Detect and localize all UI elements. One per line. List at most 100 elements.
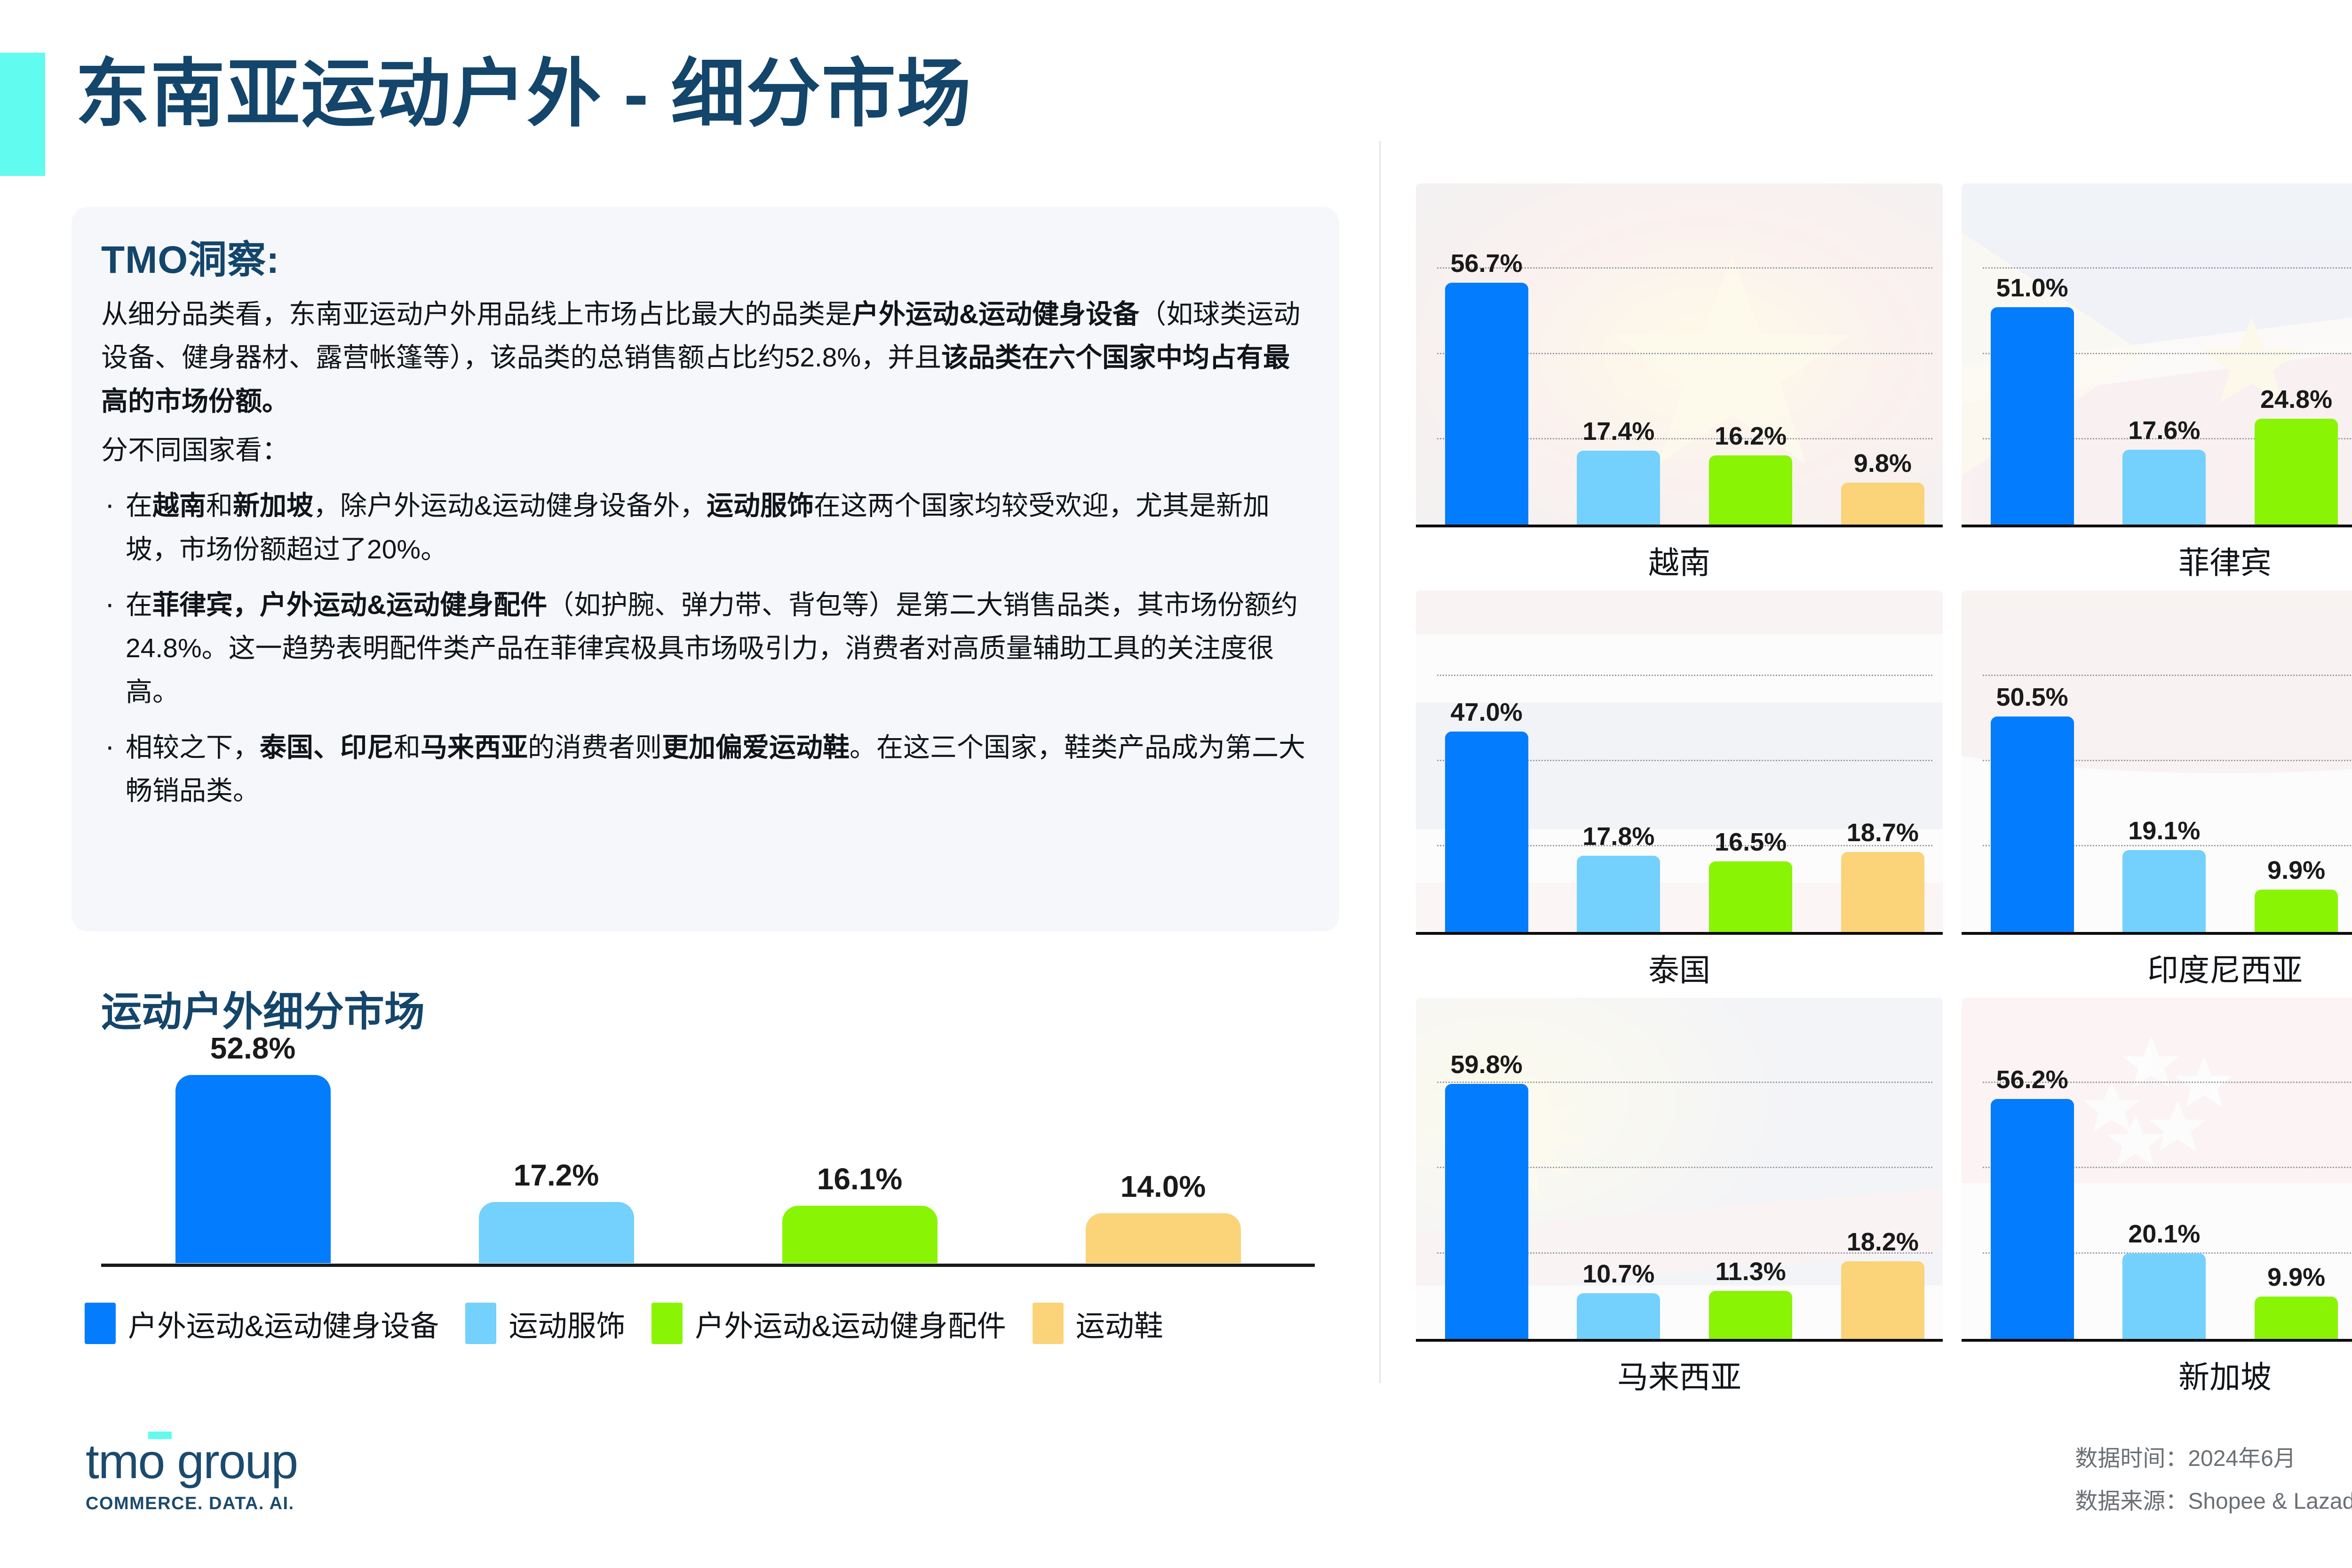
country-chart-value-label: 20.1% bbox=[2128, 1219, 2201, 1248]
b1-b3: 运动服饰 bbox=[707, 491, 814, 521]
main-chart-value-label: 16.1% bbox=[817, 1162, 903, 1196]
country-chart-bar bbox=[1709, 455, 1792, 525]
country-chart-value-label: 9.8% bbox=[1853, 449, 1912, 478]
page-title: 东南亚运动户外 - 细分市场 bbox=[75, 53, 972, 135]
gridline bbox=[1982, 352, 2352, 354]
legend-label: 户外运动&运动健身配件 bbox=[695, 1310, 1006, 1343]
country-chart-label: 菲律宾 bbox=[2178, 545, 2272, 581]
gridline bbox=[1437, 845, 1932, 847]
country-chart-bar bbox=[1990, 307, 2074, 525]
main-chart-bar bbox=[782, 1205, 938, 1263]
country-chart-bars: 56.2% 20.1% 9.9% 13.8% bbox=[1983, 998, 2352, 1339]
insight-p1-part-c: （如球类运动设备、健身器材、露营帐篷等），该品类的总销售额占比约52.8%，并且 bbox=[101, 299, 1301, 373]
b3-a: 相较之下， bbox=[126, 732, 260, 763]
country-chart-value-label: 59.8% bbox=[1450, 1050, 1523, 1079]
country-chart-label: 新加坡 bbox=[2178, 1359, 2272, 1394]
gridline bbox=[1982, 845, 2352, 847]
country-chart-column: 50.5% bbox=[1983, 590, 2082, 932]
gridline bbox=[1982, 674, 2352, 676]
country-chart-value-label: 18.2% bbox=[1846, 1227, 1919, 1256]
country-chart-gridlines bbox=[1437, 998, 1932, 1339]
insight-body: 从细分品类看，东南亚运动户外用品线上市场占比最大的品类是户外运动&运动健身设备（… bbox=[101, 293, 1310, 825]
gridline bbox=[1437, 267, 1932, 269]
country-chart-bars: 56.7% 17.4% 16.2% 9.8% bbox=[1437, 183, 1932, 525]
country-chart-bar bbox=[1577, 856, 1661, 932]
country-chart-value-label: 17.8% bbox=[1582, 822, 1655, 851]
country-chart-value-label: 24.8% bbox=[2260, 385, 2333, 414]
country-chart-gridlines bbox=[1982, 183, 2352, 525]
main-chart-column: 52.8% bbox=[101, 1031, 405, 1263]
legend-item[interactable]: 户外运动&运动健身设备 bbox=[85, 1302, 439, 1345]
gridline bbox=[1437, 674, 1932, 676]
b2-c: （如护腕、弹力带、背包等）是第二大销售品类，其市场份额约24.8%。这一趋势表明… bbox=[126, 589, 1298, 707]
country-chart-column: 10.7% bbox=[1569, 998, 1669, 1339]
country-chart-value-label: 56.7% bbox=[1450, 249, 1523, 278]
country-chart-plot: 47.0% 17.8% 16.5% 18.7% bbox=[1416, 590, 1943, 932]
country-chart-gridlines bbox=[1982, 998, 2352, 1339]
title-accent-bar bbox=[0, 53, 45, 176]
main-chart-plot: 52.8% 17.2% 16.1% 14.0% bbox=[101, 1031, 1315, 1263]
gridline bbox=[1437, 438, 1932, 439]
country-chart: 51.0% 17.6% 24.8% 6.7% 菲律宾 bbox=[1962, 183, 2352, 583]
section-divider bbox=[1379, 141, 1381, 1383]
country-chart-axis bbox=[1416, 931, 1943, 935]
country-chart-column: 16.5% bbox=[1701, 590, 1800, 932]
country-chart-column: 59.8% bbox=[1437, 998, 1536, 1339]
country-chart-value-label: 9.9% bbox=[2267, 1263, 2326, 1292]
gridline bbox=[1437, 760, 1932, 761]
country-chart-label: 马来西亚 bbox=[1617, 1359, 1741, 1394]
logo-wordmark: tmo group bbox=[86, 1434, 298, 1489]
country-chart-value-label: 47.0% bbox=[1450, 698, 1523, 726]
country-chart-value-label: 51.0% bbox=[1996, 273, 2068, 302]
country-chart-column: 20.1% bbox=[2115, 998, 2214, 1339]
country-chart-label: 印度尼西亚 bbox=[2147, 952, 2303, 987]
b2-b1: 菲律宾，户外运动&运动健身配件 bbox=[152, 589, 548, 620]
country-chart-value-label: 50.5% bbox=[1996, 683, 2068, 711]
country-chart-column: 56.2% bbox=[1983, 998, 2082, 1339]
country-chart-column: 16.2% bbox=[1701, 183, 1800, 525]
country-chart-value-label: 6.7% bbox=[2334, 462, 2352, 492]
legend-item[interactable]: 运动服饰 bbox=[465, 1302, 625, 1345]
logo-macron-accent bbox=[148, 1432, 172, 1439]
country-chart-bar bbox=[2255, 419, 2338, 525]
country-chart-bars: 51.0% 17.6% 24.8% 6.7% bbox=[1983, 183, 2352, 525]
country-chart-column: 24.8% bbox=[2247, 183, 2346, 525]
main-chart-bar bbox=[175, 1075, 331, 1263]
main-chart-column: 17.2% bbox=[405, 1049, 708, 1263]
country-chart-bar bbox=[1841, 852, 1924, 932]
main-chart-value-label: 14.0% bbox=[1120, 1169, 1206, 1203]
country-chart-axis bbox=[1416, 525, 1943, 528]
gridline bbox=[1982, 760, 2352, 761]
country-chart-value-label: 16.5% bbox=[1715, 828, 1787, 857]
country-chart-value-label: 20.4% bbox=[2334, 811, 2352, 840]
gridline bbox=[1437, 1082, 1932, 1083]
b1-b1: 越南 bbox=[152, 491, 206, 521]
country-chart: 56.2% 20.1% 9.9% 13.8% 新加坡 bbox=[1962, 997, 2352, 1397]
b3-b3: 更加偏爱运动鞋 bbox=[662, 732, 850, 763]
insight-bullet-2: 在菲律宾，户外运动&运动健身配件（如护腕、弹力带、背包等）是第二大销售品类，其市… bbox=[101, 581, 1310, 714]
main-chart-bar bbox=[1085, 1213, 1241, 1263]
country-chart-axis bbox=[1416, 1338, 1943, 1342]
country-chart-gridlines bbox=[1982, 590, 2352, 931]
legend-item[interactable]: 运动鞋 bbox=[1032, 1302, 1163, 1345]
country-chart-bar bbox=[1841, 1261, 1924, 1339]
b3-c: 和 bbox=[394, 732, 421, 763]
country-chart-label: 泰国 bbox=[1648, 952, 1710, 987]
country-chart: 59.8% 10.7% 11.3% 18.2% 马来西亚 bbox=[1416, 997, 1943, 1397]
country-chart: 50.5% 19.1% 9.9% 20.4% 印度尼西亚 bbox=[1962, 590, 2352, 990]
country-chart-bar bbox=[1990, 1099, 2074, 1339]
country-chart-plot: 59.8% 10.7% 11.3% 18.2% bbox=[1416, 997, 1943, 1339]
legend-item[interactable]: 户外运动&运动健身配件 bbox=[652, 1302, 1006, 1345]
b1-c: 和 bbox=[206, 491, 233, 521]
country-chart-bar bbox=[1709, 861, 1792, 932]
gridline bbox=[1437, 352, 1932, 354]
country-chart-value-label: 11.3% bbox=[1715, 1257, 1786, 1286]
country-chart-value-label: 10.7% bbox=[1582, 1259, 1655, 1288]
country-chart-bars: 59.8% 10.7% 11.3% 18.2% bbox=[1437, 998, 1932, 1339]
b1-d: ，除户外运动&运动健身设备外， bbox=[313, 491, 707, 521]
country-chart-column: 17.4% bbox=[1569, 183, 1669, 525]
legend-color-swatch bbox=[1032, 1303, 1064, 1344]
insight-bullet-list: 在越南和新加坡，除户外运动&运动健身设备外，运动服饰在这两个国家均较受欢迎，尤其… bbox=[101, 481, 1310, 812]
main-chart-value-label: 52.8% bbox=[210, 1031, 296, 1065]
